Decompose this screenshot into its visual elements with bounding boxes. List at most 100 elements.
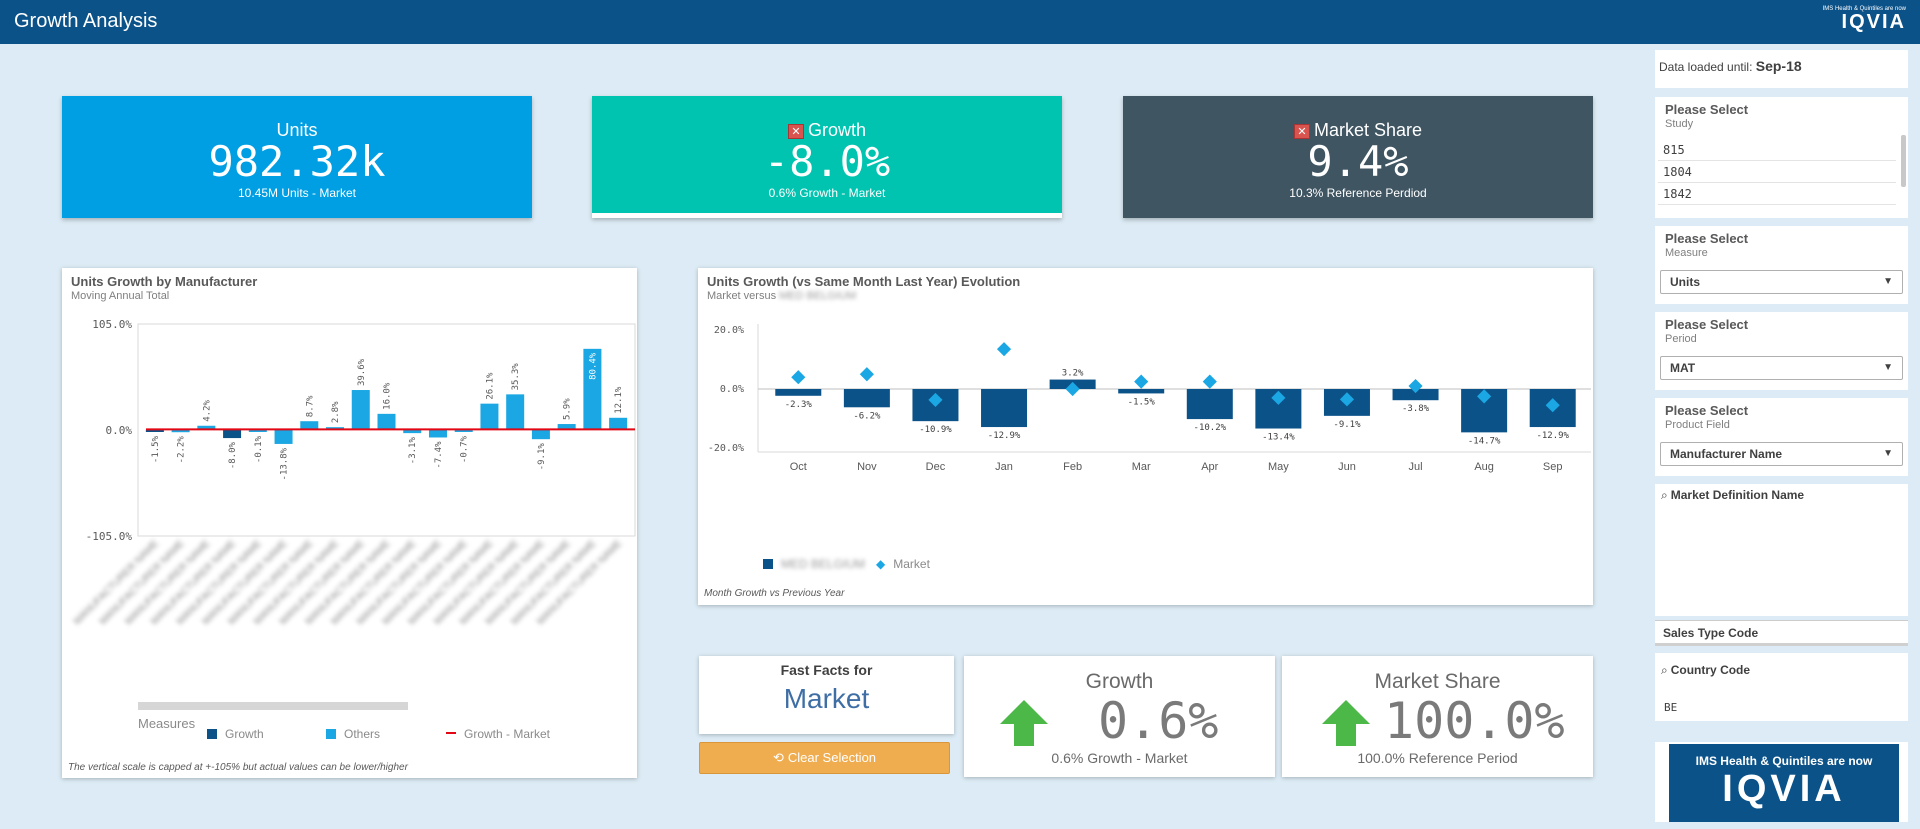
legend-others[interactable]: Others <box>326 727 380 741</box>
kpi-value: 982.32k <box>208 137 386 186</box>
data-loaded-value: Sep-18 <box>1755 58 1802 74</box>
kpi-value: -8.0% <box>763 137 891 186</box>
chart-subtitle: Moving Annual Total <box>71 290 170 302</box>
legend-swatch <box>326 729 336 739</box>
data-label: -10.9% <box>919 425 952 435</box>
filter-label: Market Definition Name <box>1670 488 1805 502</box>
measure-dropdown[interactable]: Units ▼ <box>1660 270 1903 294</box>
market-point <box>859 367 874 382</box>
clear-selection-button[interactable]: ⟲ Clear Selection <box>699 742 950 774</box>
data-label: 3.2% <box>1062 369 1084 379</box>
filter-subheading: Period <box>1665 333 1697 345</box>
data-label: -1.5% <box>1128 397 1156 407</box>
measure-filter: Please Select Measure Units ▼ <box>1655 226 1908 304</box>
data-label: -12.9% <box>988 431 1021 441</box>
kpi-title: Market Share <box>1313 120 1423 140</box>
app-title: Growth Analysis <box>14 10 158 32</box>
legend-growth[interactable]: Growth <box>207 727 264 741</box>
filter-subheading: Measure <box>1665 247 1708 259</box>
x-tick-label: Dec <box>926 461 946 473</box>
data-label: -6.2% <box>853 411 881 421</box>
kpi-subtext: 10.3% Reference Perdiod <box>1289 186 1427 200</box>
fast-facts-value: Market <box>783 683 870 714</box>
fact-growth-card: Growth 0.6% 0.6% Growth - Market <box>964 656 1275 777</box>
data-label: -3.8% <box>1402 404 1430 414</box>
bar <box>428 430 447 438</box>
y-tick-label: 0.0% <box>106 424 133 437</box>
data-label: 26.1% <box>485 372 495 400</box>
period-dropdown[interactable]: MAT ▼ <box>1660 356 1903 380</box>
legend-growth-market[interactable]: Growth - Market <box>446 727 550 741</box>
data-label: -2.2% <box>177 436 187 464</box>
bar <box>480 403 499 430</box>
market-point <box>1271 390 1286 405</box>
bar <box>531 430 550 440</box>
fact-value: 100.0% <box>1384 692 1565 750</box>
bar <box>223 430 242 439</box>
x-tick-label: Jun <box>1338 461 1356 473</box>
bar <box>454 430 473 432</box>
filter-heading: Please Select <box>1665 102 1749 117</box>
growth-evolution-chart[interactable]: Units Growth (vs Same Month Last Year) E… <box>698 268 1593 605</box>
bar <box>583 348 602 430</box>
blurred-market-name: MED BELGIUM <box>779 290 857 302</box>
data-label: -0.7% <box>460 435 470 463</box>
kpi-subtext: 0.6% Growth - Market <box>768 186 886 200</box>
list-scrollbar[interactable] <box>1901 135 1906 187</box>
product-field-dropdown[interactable]: Manufacturer Name ▼ <box>1660 442 1903 466</box>
bar <box>506 394 525 430</box>
y-tick-label: -20.0% <box>708 443 744 454</box>
filter-heading: Please Select <box>1665 317 1749 332</box>
bar <box>145 430 164 432</box>
iqvia-logo: IMS Health & Quintiles are now IQVIA <box>1669 744 1899 822</box>
evolution-chart-plot[interactable]: 20.0% 0.0% -20.0% -2.3% Oct -6.2% Nov -10.9% Dec… <box>698 308 1593 548</box>
market-point <box>791 370 806 385</box>
product-field-filter: Please Select Product Field Manufacturer… <box>1655 398 1908 476</box>
data-label: 35.3% <box>511 363 521 391</box>
bar <box>171 430 190 433</box>
error-x-icon: ✕ <box>787 124 804 139</box>
data-label: -8.0% <box>228 441 238 469</box>
chevron-down-icon: ▼ <box>1883 448 1893 459</box>
fact-subtext: 100.0% Reference Period <box>1357 750 1518 766</box>
sales-type-filter[interactable]: Sales Type Code <box>1655 620 1908 646</box>
list-item[interactable]: 1804 <box>1658 161 1896 183</box>
y-tick-label: -105.0% <box>86 530 133 543</box>
fast-facts-box: Fast Facts for Market <box>699 656 954 734</box>
data-label: 16.0% <box>383 382 393 410</box>
legend-line-swatch <box>446 732 456 734</box>
kpi-market-share-card[interactable]: ✕ Market Share 9.4% 10.3% Reference Perdi… <box>1123 96 1593 218</box>
data-label: 5.9% <box>563 398 573 420</box>
legend-title: Measures <box>138 716 196 731</box>
list-item[interactable]: 815 <box>1658 139 1896 161</box>
data-label: 4.2% <box>202 400 212 422</box>
kpi-units-card[interactable]: Units 982.32k 10.45M Units - Market <box>62 96 532 218</box>
list-item[interactable]: 1842 <box>1658 183 1896 205</box>
data-label: -13.4% <box>1262 433 1295 443</box>
legend-swatch <box>207 729 217 739</box>
legend-bars[interactable]: MED BELGIUM <box>763 557 865 571</box>
manufacturer-growth-chart[interactable]: Units Growth by Manufacturer Moving Annu… <box>62 268 637 778</box>
kpi-growth-card[interactable]: ✕ Growth -8.0% 0.6% Growth - Market <box>592 96 1062 218</box>
bar <box>557 424 576 430</box>
reset-icon: ⟲ <box>772 750 784 765</box>
data-label: 80.4% <box>588 352 598 380</box>
list-item[interactable]: BE <box>1664 701 1678 714</box>
fact-title: Growth <box>1085 670 1154 693</box>
country-code-filter[interactable]: ⌕ Country Code BE <box>1655 653 1908 721</box>
manufacturer-chart-plot[interactable]: 105.0%0.0%-105.0%-1.5%MANUFACTURER NAME-… <box>62 308 637 748</box>
data-label: -10.2% <box>1194 423 1227 433</box>
blurred-series-name: MED BELGIUM <box>781 557 866 571</box>
chart-subtitle: Market versus MED BELGIUM <box>707 290 857 302</box>
chart-scrollbar[interactable] <box>138 702 408 710</box>
data-label: -0.1% <box>254 435 264 463</box>
bar <box>248 430 267 432</box>
data-label: -12.9% <box>1536 431 1569 441</box>
x-tick-label: Aug <box>1474 461 1494 473</box>
legend-market[interactable]: ◆ Market <box>876 557 930 571</box>
fact-subtext: 0.6% Growth - Market <box>1051 750 1188 766</box>
chart-footnote: The vertical scale is capped at +-105% b… <box>68 762 408 773</box>
market-definition-filter[interactable]: ⌕ Market Definition Name <box>1655 484 1908 616</box>
study-filter: Please Select Study 815 1804 1842 <box>1655 97 1908 218</box>
kpi-value: 9.4% <box>1307 137 1409 186</box>
